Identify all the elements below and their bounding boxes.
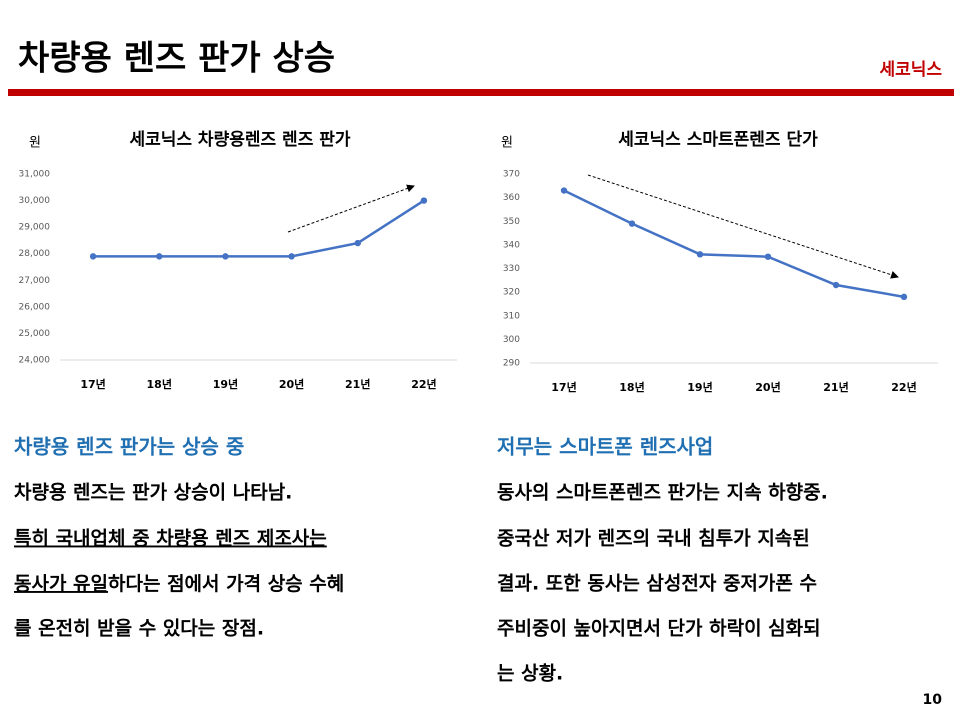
y-tick-label: 28,000 [19,249,51,259]
y-tick-label: 31,000 [19,170,51,180]
x-tick-label: 17년 [80,377,105,391]
y-tick-label: 29,000 [19,223,51,233]
y-tick-label: 340 [503,240,520,250]
y-tick-label: 25,000 [19,329,51,339]
brand: 세코닉스 [879,60,942,80]
y-tick-label: 360 [503,193,520,203]
marker [288,253,295,260]
text-line: 를 온전히 받을 수 있다는 장점. [14,618,264,640]
x-tick-label: 20년 [755,380,780,394]
title-bar [8,89,954,96]
y-tick-label: 350 [503,217,520,227]
line [563,189,905,299]
y-tick-label: 300 [503,335,520,345]
marker [156,253,163,260]
marker [696,251,704,258]
chart-title: 세코닉스 스마트폰렌즈 단가 [618,130,818,150]
trend-arrow [287,184,415,233]
text-line: 차량용 렌즈는 판가 상승이 나타남. [14,482,292,504]
trend-arrow [587,174,899,279]
marker [560,187,568,194]
marker [628,220,636,227]
text-line: 특히 국내업체 중 차량용 렌즈 제조사는 [14,528,327,550]
y-tick-label: 370 [503,170,520,180]
line [93,199,425,258]
text-line: 동사가 유일하다는 점에서 가격 상승 수혜 [14,573,344,595]
y-tick-label: 330 [503,264,520,274]
x-tick-label: 21년 [823,380,848,394]
y-tick-label: 24,000 [19,356,51,366]
text-line: 주비중이 높아지면서 단가 하락이 심화되 [497,618,821,640]
x-tick-label: 22년 [891,380,916,394]
text-span: 하다는 점에서 가격 상승 수혜 [108,573,344,595]
text-span: 동사가 유일 [14,573,108,595]
y-tick-label: 27,000 [19,276,51,286]
x-tick-label: 18년 [147,377,172,391]
marker [354,239,361,247]
y-tick-label: 30,000 [19,196,51,206]
marker [764,253,772,260]
marker [222,253,229,260]
x-tick-label: 17년 [551,380,576,394]
text-line: 동사의 스마트폰렌즈 판가는 지속 하향중. [497,482,828,504]
marker [832,281,840,289]
marker [420,197,428,204]
y-tick-label: 320 [503,288,520,298]
x-tick-label: 22년 [411,377,436,391]
marker [89,253,97,260]
y-axis-label: 원 [501,136,513,151]
marker [900,293,908,301]
x-tick-label: 20년 [279,377,304,391]
text-heading: 저무는 스마트폰 렌즈사업 [497,435,713,459]
x-tick-label: 18년 [619,380,644,394]
slide-title: 차량용 렌즈 판가 상승 [18,39,335,79]
text-heading: 차량용 렌즈 판가는 상승 중 [14,435,244,459]
text-line: 는 상황. [497,662,563,685]
y-tick-label: 26,000 [19,302,51,312]
x-tick-label: 21년 [345,377,370,391]
y-axis-label: 원 [29,136,41,151]
x-tick-label: 19년 [687,380,712,394]
page-number: 10 [923,692,943,708]
x-tick-label: 19년 [213,377,238,391]
y-tick-label: 310 [503,311,520,321]
text-line: 중국산 저가 렌즈의 국내 침투가 지속된 [497,528,810,550]
text-line: 결과. 또한 동사는 삼성전자 중저가폰 수 [497,573,817,595]
chart-title: 세코닉스 차량용렌즈 렌즈 판가 [129,130,350,150]
y-tick-label: 290 [503,359,520,369]
